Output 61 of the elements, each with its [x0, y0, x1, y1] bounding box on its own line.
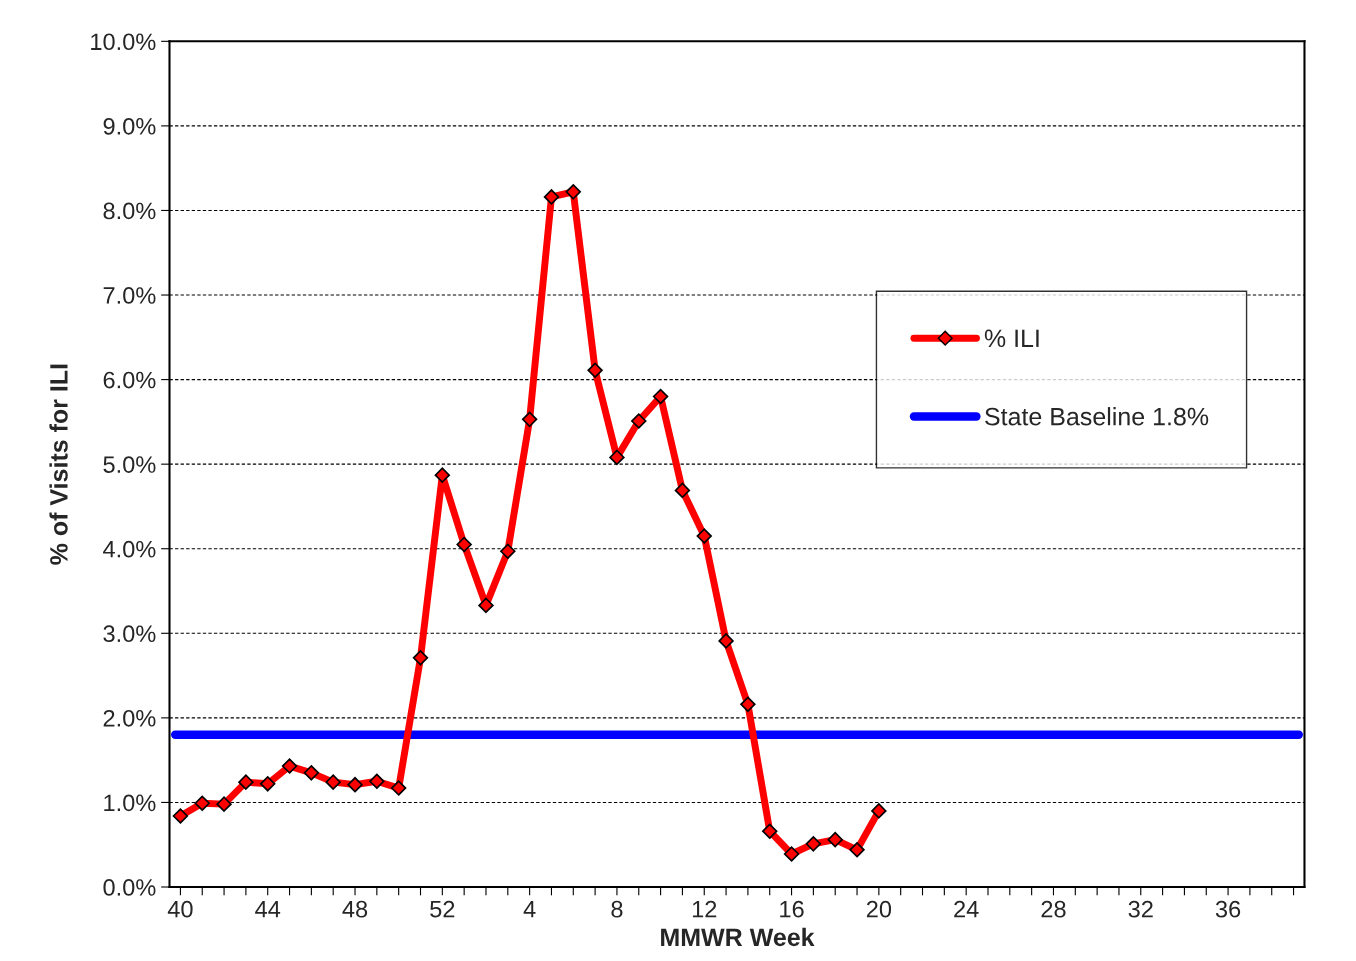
x-tick-label: 52 [430, 900, 455, 918]
point [740, 696, 756, 713]
x-tick-label: 48 [342, 900, 368, 918]
y-tick-label: 5.0% [103, 456, 156, 473]
point [412, 650, 429, 666]
x-tick-label: 20 [866, 900, 892, 918]
point [521, 411, 538, 428]
point [500, 543, 516, 559]
point [369, 773, 385, 790]
point [216, 796, 232, 812]
point [762, 823, 778, 839]
point [543, 189, 560, 205]
point [783, 846, 800, 862]
y-tick-label: 2.0% [103, 709, 156, 727]
y-tick-label: 0.0% [103, 879, 156, 896]
y-tick-label: 4.0% [103, 540, 156, 558]
point [325, 774, 341, 790]
point [805, 836, 822, 852]
x-tick-label: 24 [954, 900, 979, 918]
point [238, 774, 254, 790]
point [609, 449, 625, 466]
x-tick-label: 28 [1041, 900, 1066, 918]
x-tick-label: 4 [523, 901, 536, 918]
point [172, 808, 189, 824]
x-tick-label: 36 [1215, 900, 1241, 918]
y-tick-label: 10.0% [91, 33, 156, 51]
legend-label: % ILI [984, 329, 1039, 348]
point [456, 536, 472, 553]
y-tick-label: 7.0% [103, 287, 156, 304]
x-tick-label: 16 [780, 900, 804, 918]
y-tick-label: 1.0% [104, 794, 156, 812]
point [871, 803, 887, 819]
y-tick-label: 6.0% [103, 371, 156, 389]
point [849, 842, 865, 858]
y-tick-label: 8.0% [103, 202, 156, 220]
point [281, 758, 298, 774]
point [631, 413, 647, 429]
x-tick-label: 8 [611, 900, 623, 918]
point [260, 776, 276, 792]
point [303, 765, 320, 781]
point [674, 482, 691, 499]
point [434, 467, 451, 483]
y-tick-label: 9.0% [103, 117, 156, 135]
point [587, 362, 603, 379]
point [478, 597, 494, 614]
point [652, 388, 669, 405]
point [565, 184, 581, 200]
x-tick-label: 12 [692, 900, 717, 918]
x-tick-label: 32 [1128, 900, 1153, 918]
y-tick-label: 3.0% [103, 625, 156, 643]
point [696, 528, 712, 544]
x-axis-title: MMWR Week [661, 927, 815, 947]
point [718, 633, 734, 649]
x-tick-label: 44 [255, 901, 281, 918]
x-tick-label: 40 [167, 900, 193, 918]
point [347, 776, 363, 793]
point [827, 831, 843, 848]
y-axis-title: % of Visits for ILI [49, 364, 68, 565]
point [390, 780, 407, 796]
legend-label: State Baseline 1.8% [985, 407, 1209, 426]
point [194, 795, 210, 811]
